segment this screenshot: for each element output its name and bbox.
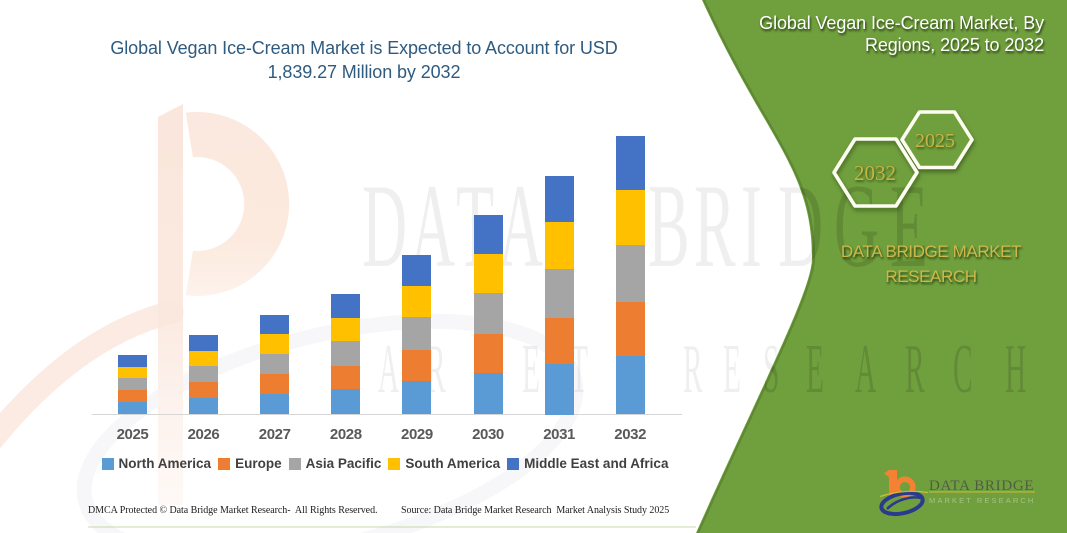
svg-text:MARKET RESEARCH: MARKET RESEARCH: [929, 496, 1035, 505]
svg-text:DATA BRIDGE: DATA BRIDGE: [929, 478, 1034, 494]
svg-text:2025: 2025: [915, 130, 955, 152]
svg-text:2032: 2032: [854, 161, 896, 185]
